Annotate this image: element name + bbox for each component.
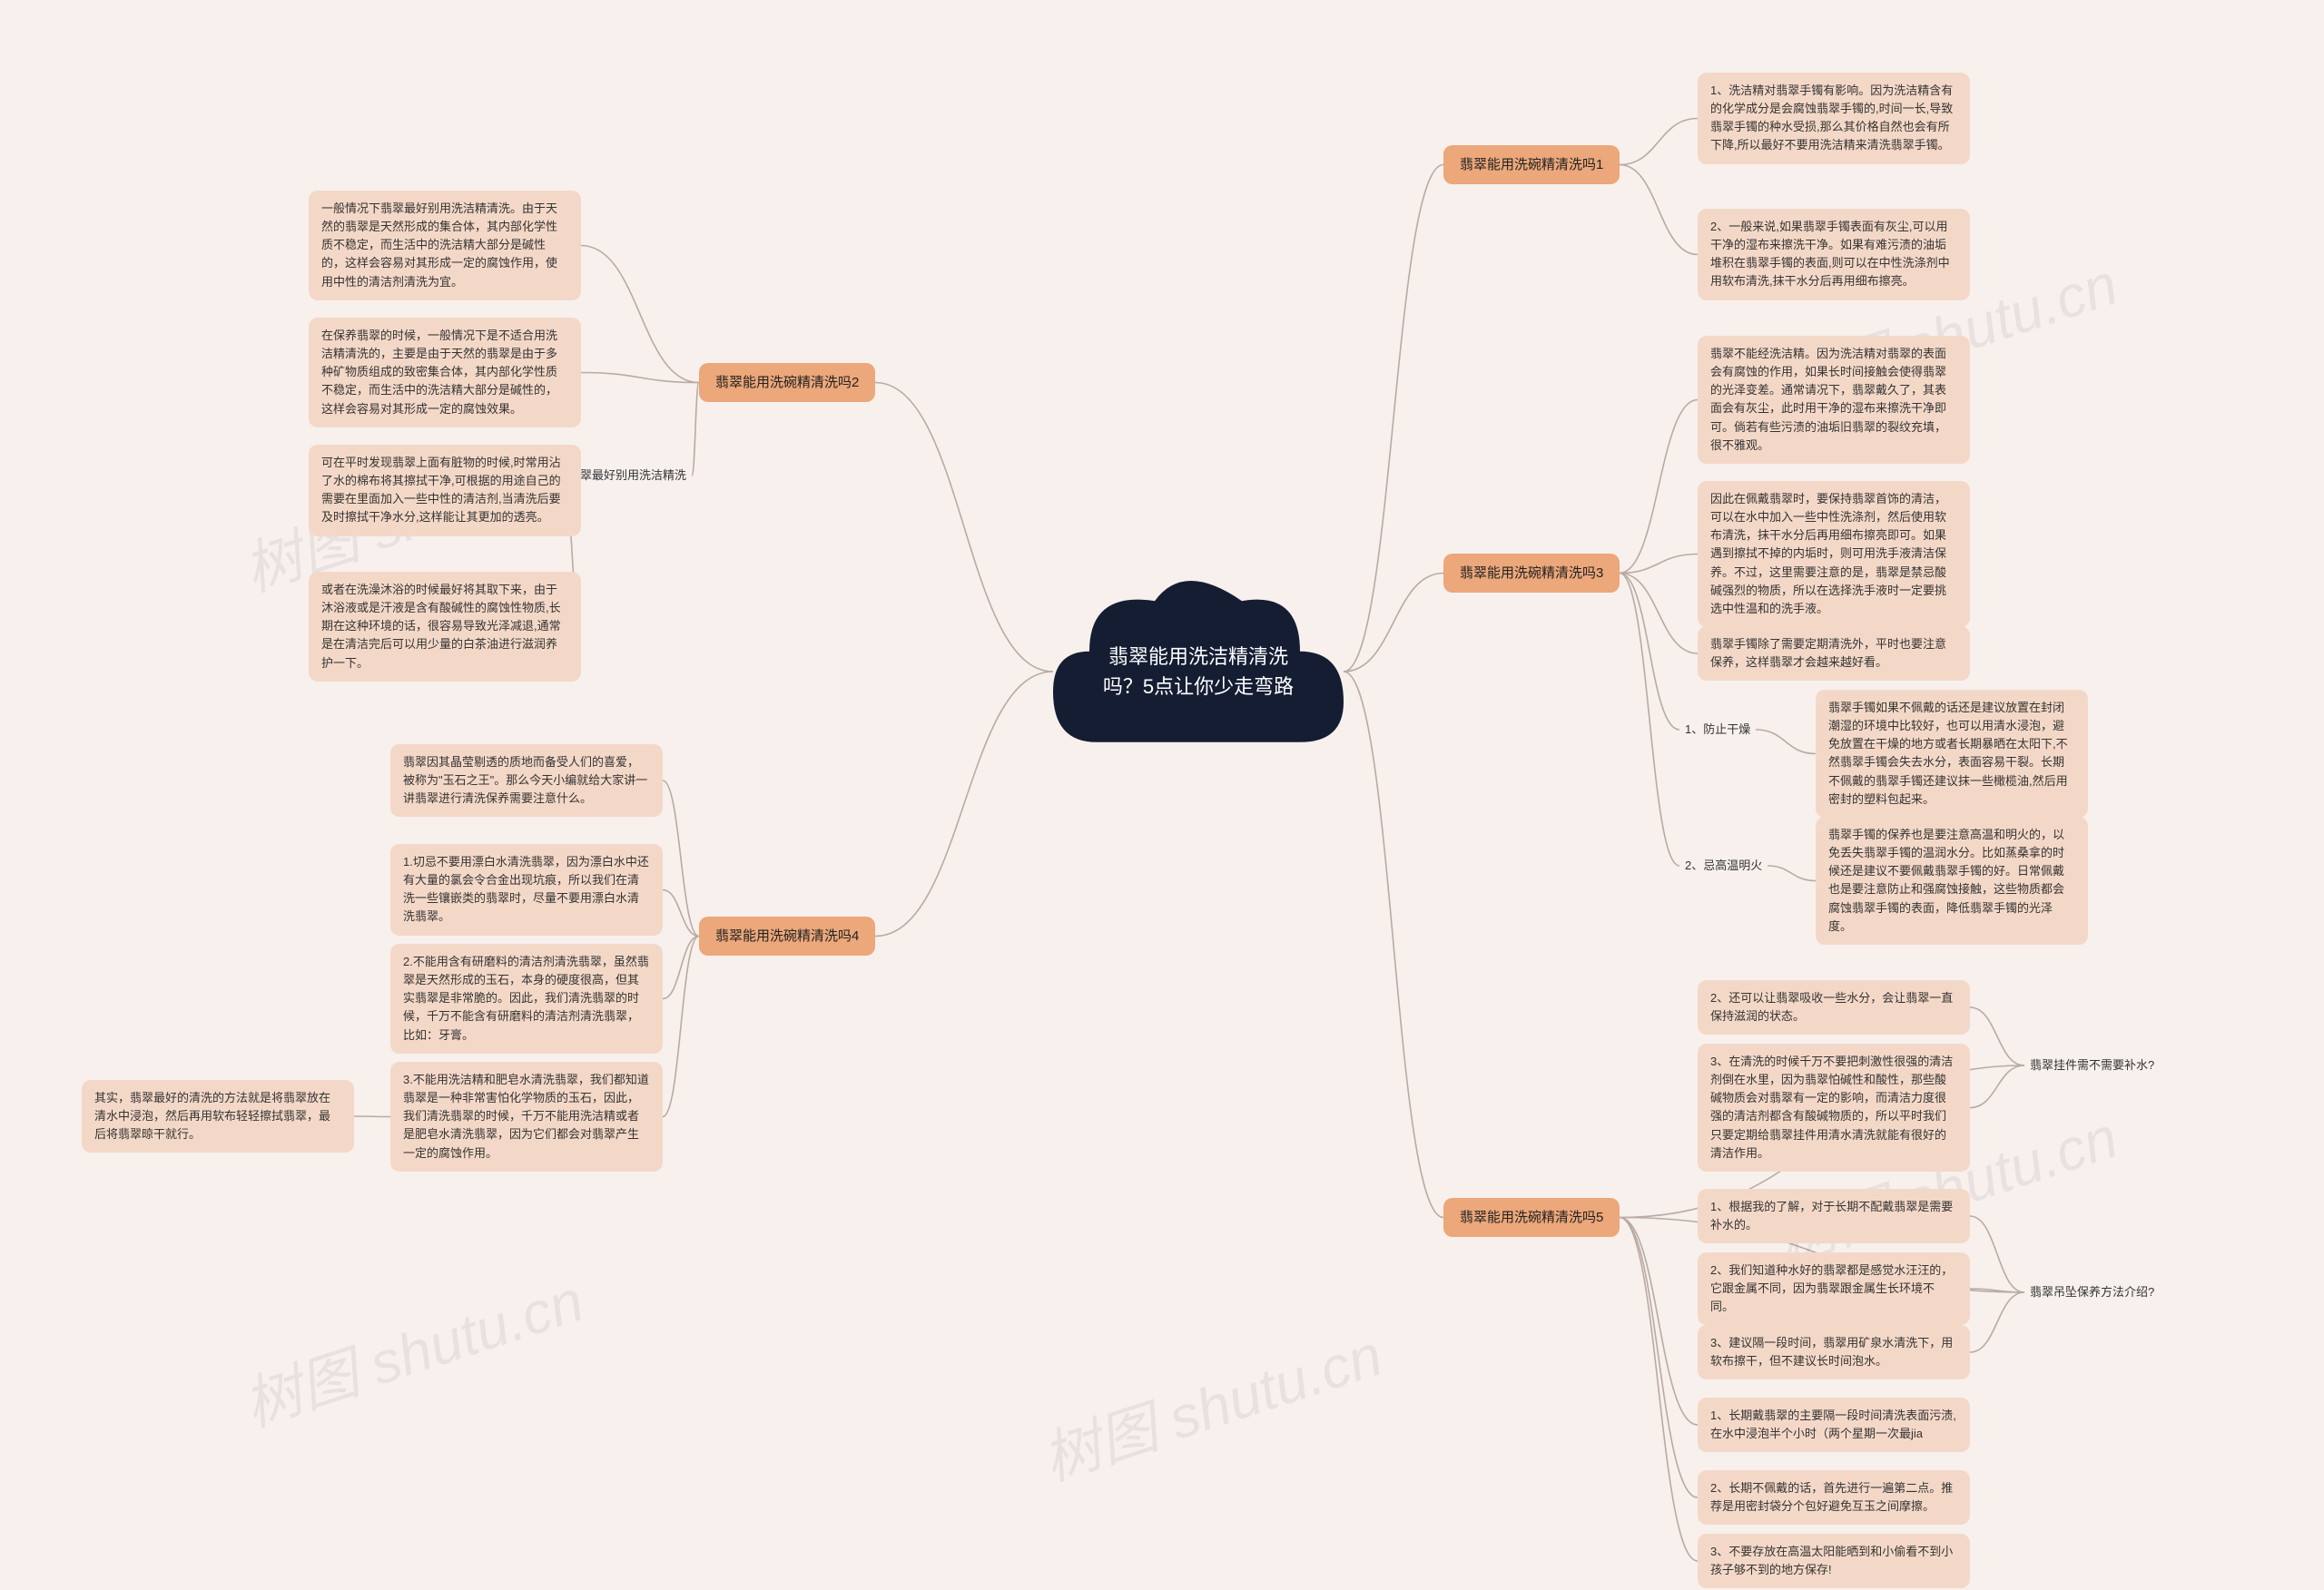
leaf-node: 1、长期戴翡翠的主要隔一段时间清洗表面污渍,在水中浸泡半个小时（两个星期一次最j… [1698,1398,1970,1452]
branch-node: 翡翠能用洗碗精清洗吗3 [1443,554,1620,593]
branch-node: 翡翠能用洗碗精清洗吗2 [699,363,875,402]
leaf-node: 2、一般来说,如果翡翠手镯表面有灰尘,可以用干净的湿布来擦洗干净。如果有难污渍的… [1698,209,1970,300]
branch-node: 翡翠能用洗碗精清洗吗1 [1443,145,1620,184]
leaf-node: 其实，翡翠最好的清洗的方法就是将翡翠放在清水中浸泡，然后再用软布轻轻擦拭翡翠，最… [82,1080,354,1153]
leaf-node: 翡翠不能经洗洁精。因为洗洁精对翡翠的表面会有腐蚀的作用，如果长时间接触会使得翡翠… [1698,336,1970,464]
leaf-node: 2、我们知道种水好的翡翠都是感觉水汪汪的，它跟金属不同，因为翡翠跟金属生长环境不… [1698,1252,1970,1325]
leaf-node: 1、洗洁精对翡翠手镯有影响。因为洗洁精含有的化学成分是会腐蚀翡翠手镯的,时间一长… [1698,73,1970,164]
branch-node: 翡翠能用洗碗精清洗吗4 [699,917,875,956]
leaf-node: 一般情况下翡翠最好别用洗洁精清洗。由于天然的翡翠是天然形成的集合体，其内部化学性… [309,191,581,300]
leaf-node: 2.不能用含有研磨料的清洁剂清洗翡翠，虽然翡翠是天然形成的玉石，本身的硬度很高，… [390,944,663,1054]
leaf-node: 因此在佩戴翡翠时，要保持翡翠首饰的清洁，可以在水中加入一些中性洗涤剂，然后使用软… [1698,481,1970,627]
leaf-node: 可在平时发现翡翠上面有脏物的时候,时常用沾了水的棉布将其擦拭干净,可根据的用途自… [309,445,581,536]
leaf-node: 翡翠手镯除了需要定期清洗外，平时也要注意保养，这样翡翠才会越来越好看。 [1698,626,1970,681]
leaf-node: 2、还可以让翡翠吸收一些水分，会让翡翠一直保持滋润的状态。 [1698,980,1970,1035]
root-title: 翡翠能用洗洁精清洗吗？5点让你少走弯路 [1053,642,1344,702]
leaf-node: 在保养翡翠的时候，一般情况下是不适合用洗洁精清洗的，主要是由于天然的翡翠是由于多… [309,318,581,427]
leaf-node: 翡翠因其晶莹剔透的质地而备受人们的喜爱，被称为"玉石之王"。那么今天小编就给大家… [390,744,663,817]
sub-label: 2、忌高温明火 [1679,853,1768,878]
sub-label: 翡翠挂件需不需要补水? [2024,1053,2160,1078]
leaf-node: 1、根据我的了解，对于长期不配戴翡翠是需要补水的。 [1698,1189,1970,1243]
leaf-node: 1.切忌不要用漂白水清洗翡翠，因为漂白水中还有大量的氯会令合金出现坑痕，所以我们… [390,844,663,936]
sub-label: 翡翠最好别用洗洁精洗 [563,463,692,488]
leaf-node: 3.不能用洗洁精和肥皂水清洗翡翠，我们都知道翡翠是一种非常害怕化学物质的玉石，因… [390,1062,663,1172]
leaf-node: 2、长期不佩戴的话，首先进行一遍第二点。推荐是用密封袋分个包好避免互玉之间摩擦。 [1698,1470,1970,1525]
leaf-node: 翡翠手镯如果不佩戴的话还是建议放置在封闭潮湿的环境中比较好，也可以用清水浸泡，避… [1816,690,2088,818]
leaf-node: 3、建议隔一段时间，翡翠用矿泉水清洗下，用软布擦干，但不建议长时间泡水。 [1698,1325,1970,1379]
leaf-node: 或者在洗澡沐浴的时候最好将其取下来，由于沐浴液或是汗液是含有酸碱性的腐蚀性物质,… [309,572,581,682]
leaf-node: 3、在清洗的时候千万不要把刺激性很强的清洁剂倒在水里，因为翡翠怕碱性和酸性，那些… [1698,1044,1970,1172]
leaf-node: 3、不要存放在高温太阳能晒到和小偷看不到小孩子够不到的地方保存! [1698,1534,1970,1588]
sub-label: 翡翠吊坠保养方法介绍? [2024,1280,2160,1305]
root-node: 翡翠能用洗洁精清洗吗？5点让你少走弯路 [1053,581,1344,762]
sub-label: 1、防止干燥 [1679,717,1756,742]
branch-node: 翡翠能用洗碗精清洗吗5 [1443,1198,1620,1237]
leaf-node: 翡翠手镯的保养也是要注意高温和明火的，以免丢失翡翠手镯的温润水分。比如蒸桑拿的时… [1816,817,2088,945]
